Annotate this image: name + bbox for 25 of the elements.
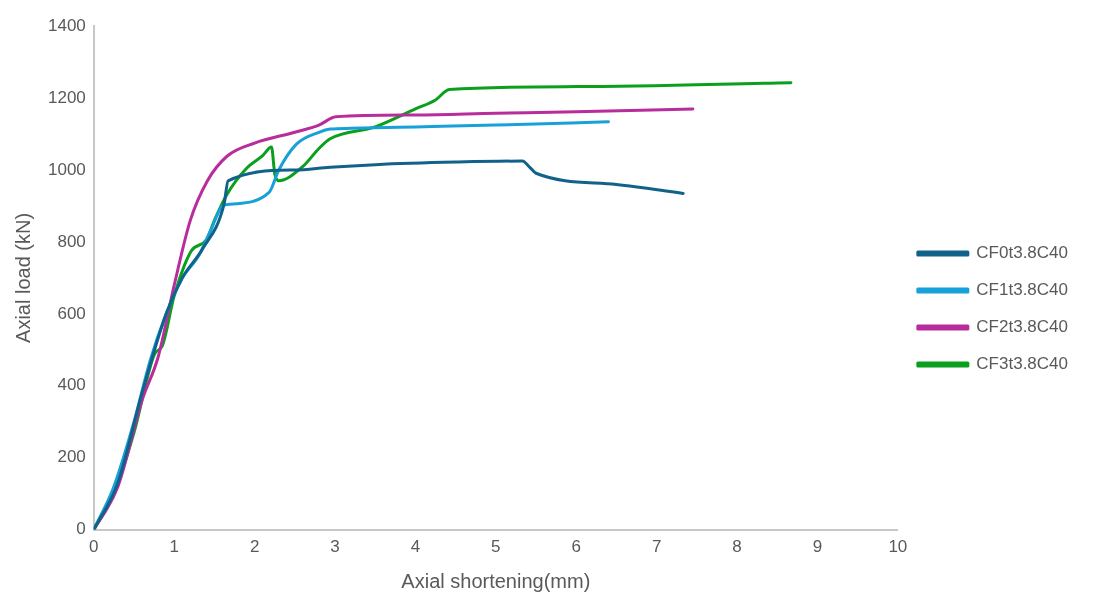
x-tick-label: 7 <box>651 537 662 557</box>
y-tick-label: 0 <box>76 519 86 539</box>
x-axis-title: Axial shortening(mm) <box>401 569 591 592</box>
x-tick-label: 6 <box>571 537 581 557</box>
y-axis-title: Axial load (kN) <box>11 212 34 343</box>
x-tick-label: 0 <box>89 537 99 557</box>
legend-label: CF1t3.8C40 <box>976 280 1069 300</box>
y-tick-label: 200 <box>57 447 86 467</box>
x-tick-label: 1 <box>169 537 179 557</box>
x-tick-label: 10 <box>888 537 908 557</box>
x-tick-label: 2 <box>249 537 260 557</box>
y-tick-label: 1000 <box>47 159 86 179</box>
y-tick-label: 1400 <box>47 15 86 35</box>
x-tick-label: 5 <box>491 537 501 557</box>
y-tick-label: 400 <box>57 375 86 395</box>
legend-label: CF0t3.8C40 <box>976 243 1069 263</box>
y-tick-label: 1200 <box>47 87 86 107</box>
legend-label: CF2t3.8C40 <box>976 317 1069 337</box>
x-tick-label: 8 <box>732 537 742 557</box>
x-tick-label: 3 <box>330 537 340 557</box>
y-tick-label: 800 <box>57 231 86 251</box>
x-tick-label: 4 <box>410 537 421 557</box>
y-tick-label: 600 <box>57 303 86 323</box>
x-tick-label: 9 <box>812 537 823 557</box>
legend-label: CF3t3.8C40 <box>976 354 1069 374</box>
